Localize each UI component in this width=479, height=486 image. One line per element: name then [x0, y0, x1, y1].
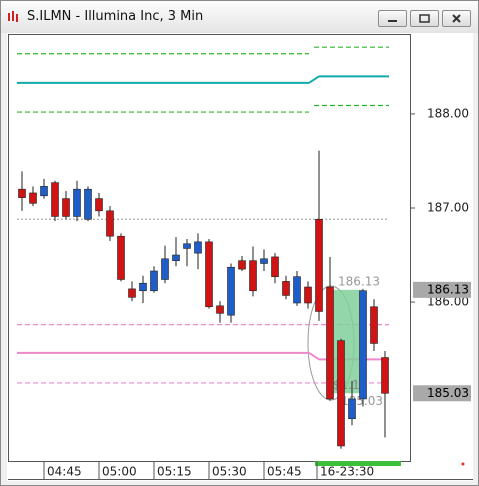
candle-body: [172, 254, 180, 261]
x-tick-label: 05:45: [267, 465, 302, 479]
candle-body: [227, 266, 235, 316]
candle-body: [249, 260, 257, 292]
session-bar: [315, 461, 401, 466]
x-tick-label: 05:15: [157, 465, 192, 479]
candle-body: [337, 340, 345, 447]
y-tick-label: 188.00: [427, 106, 469, 120]
candle-body: [62, 198, 70, 217]
level-step: [308, 352, 320, 361]
y-tick-label: 187.00: [427, 200, 469, 214]
candle-body: [51, 182, 59, 217]
candle-body: [95, 198, 103, 212]
candle-body: [326, 286, 334, 400]
minimize-button[interactable]: [378, 10, 407, 27]
candle-body: [84, 188, 92, 220]
candle-body: [370, 306, 378, 344]
price-label: 185.03: [427, 386, 469, 400]
trade-top-label: 186.13: [338, 274, 380, 288]
candle-body: [194, 241, 202, 254]
chart-panel: [7, 33, 473, 481]
candle-body: [271, 256, 279, 277]
x-tick-label: 04:45: [47, 465, 82, 479]
candle-body: [183, 243, 191, 249]
candle-body: [381, 357, 389, 394]
candle-body: [117, 235, 125, 280]
price-label: 186.13: [427, 282, 469, 296]
candle-body: [150, 270, 158, 292]
candle-body: [29, 192, 37, 204]
status-dot: [461, 462, 465, 466]
y-tick-label: 186.00: [427, 295, 469, 309]
x-tick-label: 05:00: [102, 465, 137, 479]
app-icon: [8, 11, 18, 22]
candle-body: [40, 186, 48, 197]
chart: 186.13$1.10185.03188.00187.00186.00186.1…: [7, 33, 473, 481]
candle-body: [216, 305, 224, 314]
candle-body: [282, 281, 290, 296]
candle-body: [359, 290, 367, 400]
x-tick-label: 05:30: [212, 465, 247, 479]
candle-body: [205, 241, 213, 308]
candle-body: [106, 210, 114, 237]
x-tick-label: 16-23:30: [320, 465, 374, 479]
candle-body: [128, 288, 136, 298]
candle-body: [315, 218, 323, 312]
candle-body: [348, 398, 356, 419]
level-step: [308, 75, 320, 84]
candle-body: [304, 286, 312, 304]
price-label-box: [413, 385, 471, 402]
candle-body: [18, 188, 26, 198]
candle-body: [293, 276, 301, 304]
candle-body: [260, 258, 268, 264]
candle-body: [139, 282, 147, 292]
maximize-button[interactable]: [410, 10, 439, 27]
price-label-box: [413, 281, 471, 298]
candle-body: [161, 258, 169, 280]
candle-body: [238, 260, 246, 270]
window-title: S.ILMN - Illumina Inc, 3 Min: [27, 9, 204, 24]
candle-body: [73, 188, 81, 217]
title-bar: S.ILMN - Illumina Inc, 3 Min: [1, 1, 478, 33]
close-button[interactable]: [442, 10, 471, 27]
